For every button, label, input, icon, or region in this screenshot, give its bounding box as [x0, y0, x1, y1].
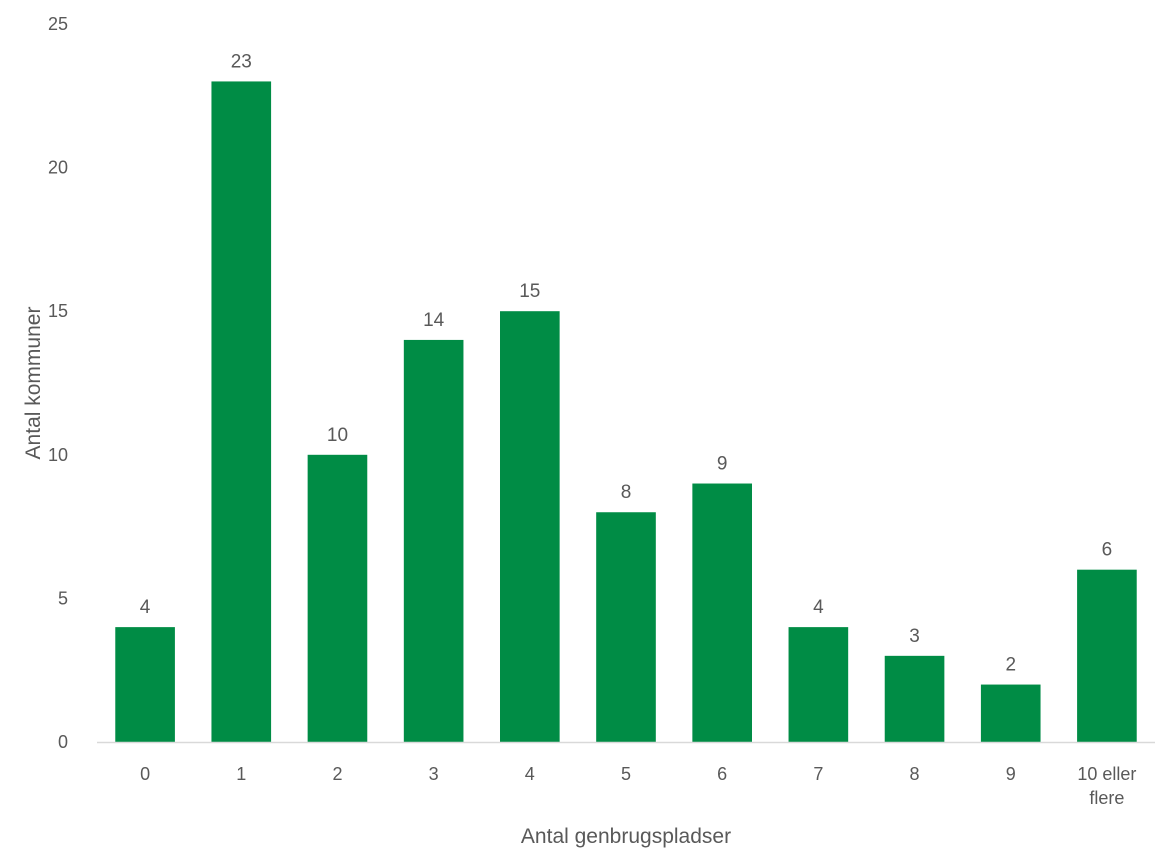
- data-label: 3: [909, 626, 920, 647]
- data-labels: 4 23 10 14 15 8 9 4 3 2 6: [140, 51, 1112, 675]
- x-tick-label: 3: [429, 764, 439, 784]
- x-axis-ticks: 0 1 2 3 4 5 6 7 8 9 10 eller flere: [140, 764, 1136, 808]
- data-label: 6: [1102, 540, 1113, 561]
- y-axis-ticks: 0 5 10 15 20 25: [48, 14, 68, 752]
- y-tick-label: 0: [58, 732, 68, 752]
- x-tick-label-line: 7: [813, 764, 823, 784]
- bar: [692, 483, 752, 742]
- x-tick-label-line: flere: [1089, 788, 1124, 808]
- bar: [211, 81, 272, 742]
- x-tick-label-line: 1: [236, 764, 246, 784]
- x-tick-label-line: 8: [910, 764, 920, 784]
- y-tick-label: 20: [48, 158, 68, 178]
- y-tick-label: 5: [58, 588, 68, 608]
- bar: [596, 512, 656, 742]
- data-label: 8: [621, 482, 632, 503]
- x-tick-label-line: 6: [717, 764, 727, 784]
- x-tick-label-line: 2: [332, 764, 342, 784]
- x-tick-label-line: 3: [429, 764, 439, 784]
- x-tick-label-line: 10 eller: [1077, 764, 1136, 784]
- data-label: 10: [327, 425, 348, 446]
- data-label: 14: [423, 310, 445, 331]
- x-tick-label: 0: [140, 764, 150, 784]
- data-label: 23: [231, 51, 252, 72]
- bar: [500, 311, 560, 742]
- y-axis-title: Antal kommuner: [22, 307, 45, 460]
- x-tick-label: 9: [1006, 764, 1016, 784]
- bar: [403, 339, 464, 742]
- bar: [1077, 569, 1137, 742]
- bar: [307, 454, 368, 742]
- x-tick-label-line: 0: [140, 764, 150, 784]
- bar: [884, 655, 945, 742]
- bar: [115, 627, 175, 742]
- x-tick-label: 1: [236, 764, 246, 784]
- x-tick-label: 5: [621, 764, 631, 784]
- data-label: 9: [717, 454, 728, 475]
- x-tick-label: 8: [910, 764, 920, 784]
- bar: [980, 684, 1041, 742]
- x-tick-label: 7: [813, 764, 823, 784]
- bars: [115, 81, 1137, 742]
- y-tick-label: 25: [48, 14, 68, 34]
- x-tick-label: 2: [332, 764, 342, 784]
- x-tick-label-line: 9: [1006, 764, 1016, 784]
- data-label: 4: [140, 597, 151, 618]
- x-tick-label: 4: [525, 764, 535, 784]
- y-tick-label: 15: [48, 301, 68, 321]
- y-tick-label: 10: [48, 445, 68, 465]
- x-tick-label: 10 eller flere: [1077, 764, 1136, 808]
- bar: [788, 627, 849, 742]
- x-tick-label-line: 4: [525, 764, 535, 784]
- x-tick-label: 6: [717, 764, 727, 784]
- data-label: 2: [1005, 655, 1016, 676]
- data-label: 15: [519, 281, 540, 302]
- x-axis-title: Antal genbrugspladser: [521, 825, 731, 848]
- data-label: 4: [813, 597, 824, 618]
- x-tick-label-line: 5: [621, 764, 631, 784]
